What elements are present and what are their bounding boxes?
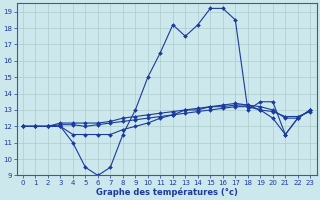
X-axis label: Graphe des températures (°c): Graphe des températures (°c) xyxy=(96,187,237,197)
